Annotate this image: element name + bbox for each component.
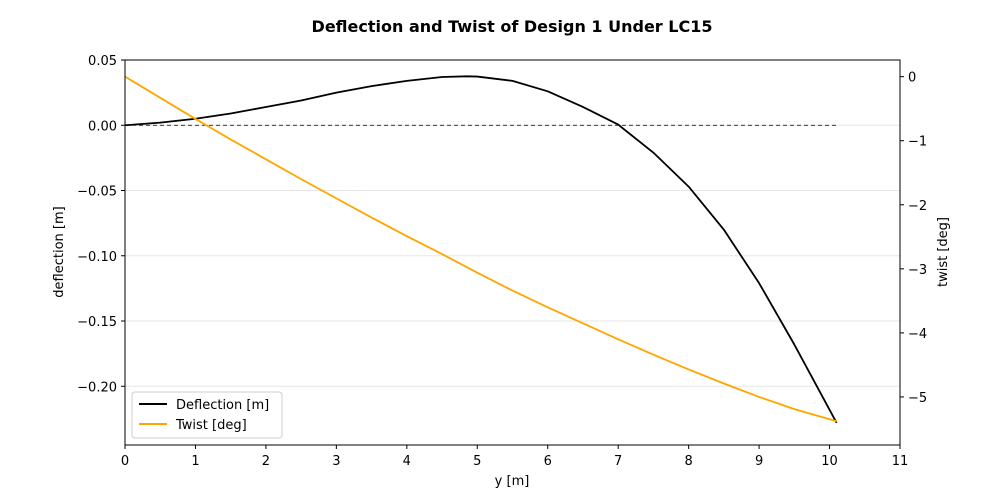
y-tick-label-2: −0.05 <box>77 185 117 200</box>
y2-tick-label-1: −1 <box>908 135 927 150</box>
y2-tick-label-4: −4 <box>908 327 927 342</box>
y2-tick-label-5: −5 <box>908 391 927 406</box>
legend-box <box>131 391 283 439</box>
x-tick-label-10: 10 <box>821 454 838 469</box>
y2-tick-label-2: −2 <box>908 199 927 214</box>
y2-tick-label-0: 0 <box>908 71 916 86</box>
x-tick-label-11: 11 <box>892 454 909 469</box>
plot-frame <box>124 59 901 446</box>
x-tick-label-1: 1 <box>191 454 199 469</box>
y-axis-label: deflection [m] <box>52 206 67 297</box>
y-tick-label-4: −0.15 <box>77 315 117 330</box>
y2-tick-label-3: −3 <box>908 263 927 278</box>
x-tick-label-0: 0 <box>121 454 129 469</box>
legend-label-deflection: Deflection [m] <box>176 398 269 413</box>
y-tick-label-0: 0.05 <box>88 54 117 69</box>
x-tick-label-5: 5 <box>473 454 481 469</box>
series-layer <box>124 75 838 424</box>
y-tick-label-5: −0.20 <box>77 380 117 395</box>
legend: Deflection [m] Twist [deg] <box>131 391 283 439</box>
x-tick-label-2: 2 <box>262 454 270 469</box>
chart-title: Deflection and Twist of Design 1 Under L… <box>312 17 713 36</box>
series-line-twist <box>124 75 837 423</box>
y-axis-right: 0 −1 −2 −3 −4 −5 <box>900 71 927 406</box>
y-tick-label-3: −0.10 <box>77 250 117 265</box>
y-tick-label-1: 0.00 <box>88 119 117 134</box>
x-tick-label-3: 3 <box>332 454 340 469</box>
x-tick-label-4: 4 <box>403 454 411 469</box>
x-tick-label-6: 6 <box>544 454 552 469</box>
y2-axis-label: twist [deg] <box>936 217 951 287</box>
x-tick-label-8: 8 <box>684 454 692 469</box>
x-axis-label: y [m] <box>495 474 530 489</box>
legend-label-twist: Twist [deg] <box>175 418 247 433</box>
x-tick-label-9: 9 <box>755 454 763 469</box>
series-line-deflection <box>124 75 838 424</box>
x-axis: 0 1 2 3 4 5 6 7 8 9 10 11 <box>121 445 908 469</box>
x-tick-label-7: 7 <box>614 454 622 469</box>
grid <box>125 59 900 387</box>
y-axis-left: 0.05 0.00 −0.05 −0.10 −0.15 −0.20 <box>77 54 125 395</box>
